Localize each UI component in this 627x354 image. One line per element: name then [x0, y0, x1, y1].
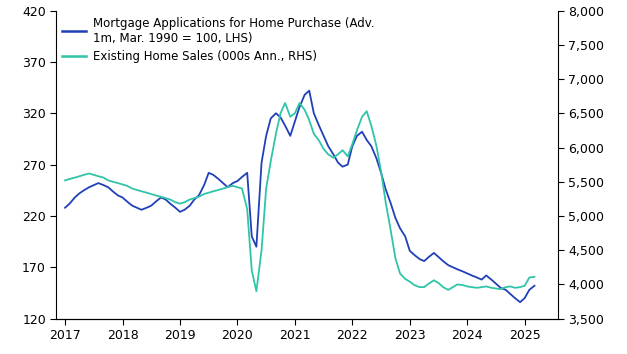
Legend: Mortgage Applications for Home Purchase (Adv.
1m, Mar. 1990 = 100, LHS), Existin: Mortgage Applications for Home Purchase …	[62, 17, 375, 63]
